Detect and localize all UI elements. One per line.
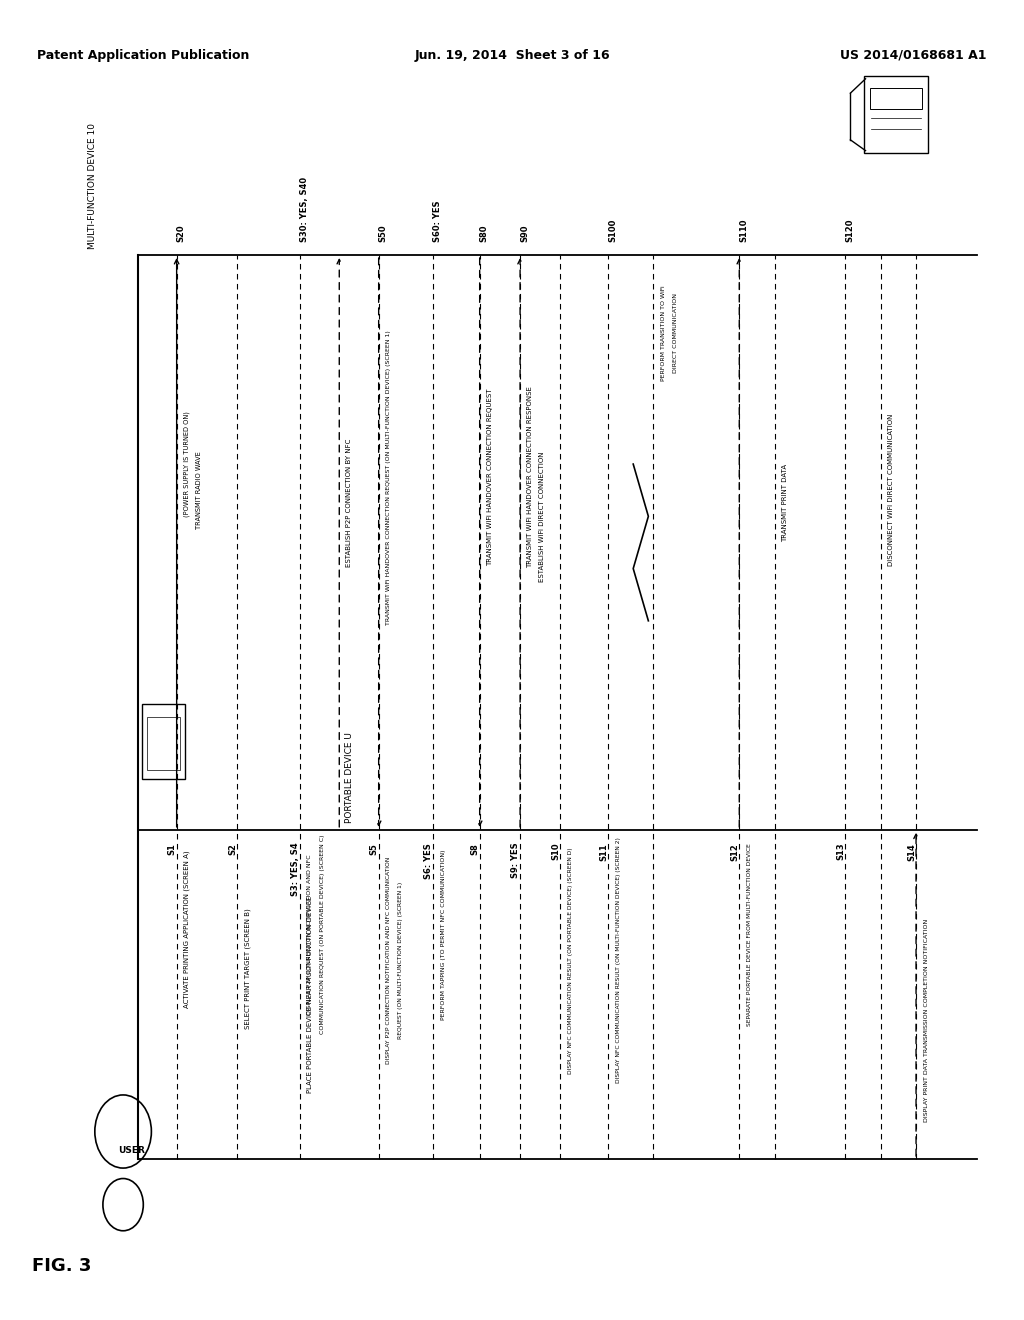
Text: DISCONNECT WiFi DIRECT COMMUNICATION: DISCONNECT WiFi DIRECT COMMUNICATION — [888, 414, 894, 566]
Text: PLACE PORTABLE DEVICE NEAR MULTI-FUNCTION DEVICE: PLACE PORTABLE DEVICE NEAR MULTI-FUNCTIO… — [307, 896, 313, 1093]
Text: S80: S80 — [479, 224, 488, 242]
Text: S6: YES: S6: YES — [424, 843, 433, 879]
Text: S9: YES: S9: YES — [511, 843, 520, 879]
Text: FIG. 3: FIG. 3 — [32, 1257, 91, 1275]
Text: SEPARATE PORTABLE DEVICE FROM MULTI-FUNCTION DEVICE: SEPARATE PORTABLE DEVICE FROM MULTI-FUNC… — [746, 843, 752, 1026]
FancyBboxPatch shape — [147, 718, 179, 770]
Text: Jun. 19, 2014  Sheet 3 of 16: Jun. 19, 2014 Sheet 3 of 16 — [414, 49, 610, 62]
Text: TRANSMIT WiFi HANDOVER CONNECTION RESPONSE: TRANSMIT WiFi HANDOVER CONNECTION RESPON… — [527, 387, 534, 568]
Text: S14: S14 — [907, 843, 916, 861]
Text: S2: S2 — [228, 843, 238, 855]
Text: TRANSMIT WiFi HANDOVER CONNECTION REQUEST (ON MULTI-FUNCTION DEVICE) (SCREEN 1): TRANSMIT WiFi HANDOVER CONNECTION REQUES… — [386, 330, 391, 624]
Text: DIRECT COMMUNICATION: DIRECT COMMUNICATION — [673, 293, 678, 374]
Text: S12: S12 — [730, 843, 739, 861]
Text: S20: S20 — [177, 224, 185, 242]
Text: PERFORM TAPPING (TO PERMIT NFC COMMUNICATION): PERFORM TAPPING (TO PERMIT NFC COMMUNICA… — [440, 849, 445, 1019]
Text: S30: YES, S40: S30: YES, S40 — [300, 177, 309, 242]
Text: S8: S8 — [471, 843, 479, 854]
Text: S50: S50 — [379, 224, 388, 242]
Text: S10: S10 — [552, 843, 560, 861]
Text: S60: YES: S60: YES — [433, 201, 442, 242]
Text: PORTABLE DEVICE U: PORTABLE DEVICE U — [345, 733, 354, 824]
Text: TRANSMIT RADIO WAVE: TRANSMIT RADIO WAVE — [196, 451, 202, 529]
Text: SELECT PRINT TARGET (SCREEN B): SELECT PRINT TARGET (SCREEN B) — [244, 908, 251, 1028]
Text: S11: S11 — [599, 843, 608, 861]
Text: S120: S120 — [846, 219, 854, 242]
Text: S90: S90 — [520, 224, 529, 242]
Text: MULTI-FUNCTION DEVICE 10: MULTI-FUNCTION DEVICE 10 — [88, 123, 96, 248]
Text: ESTABLISH WiFi DIRECT CONNECTION: ESTABLISH WiFi DIRECT CONNECTION — [540, 451, 546, 582]
Text: TRANSMIT WiFi HANDOVER CONNECTION REQUEST: TRANSMIT WiFi HANDOVER CONNECTION REQUES… — [486, 388, 493, 566]
Text: S110: S110 — [739, 219, 749, 242]
Text: ESTABLISH P2P CONNECTION BY NFC: ESTABLISH P2P CONNECTION BY NFC — [346, 440, 352, 568]
Text: S3: YES, S4: S3: YES, S4 — [291, 843, 300, 896]
Text: DISPLAY PRINT DATA TRANSMISSION COMPLETION NOTIFICATION: DISPLAY PRINT DATA TRANSMISSION COMPLETI… — [924, 919, 929, 1122]
FancyBboxPatch shape — [869, 88, 922, 108]
Text: S13: S13 — [837, 843, 846, 861]
Text: US 2014/0168681 A1: US 2014/0168681 A1 — [841, 49, 987, 62]
Text: S100: S100 — [608, 219, 617, 242]
Text: DISPLAY NFC COMMUNICATION RESULT (ON PORTABLE DEVICE) (SCREEN D): DISPLAY NFC COMMUNICATION RESULT (ON POR… — [568, 847, 573, 1073]
Text: REQUEST (ON MULTI-FUNCTION DEVICE) (SCREEN 1): REQUEST (ON MULTI-FUNCTION DEVICE) (SCRE… — [398, 882, 403, 1039]
Text: TRANSMIT PRINT DATA: TRANSMIT PRINT DATA — [781, 465, 787, 543]
FancyBboxPatch shape — [142, 705, 184, 779]
Text: Patent Application Publication: Patent Application Publication — [37, 49, 250, 62]
Text: PERFORM TRANSITION TO WiFi: PERFORM TRANSITION TO WiFi — [662, 285, 666, 381]
Text: DISPLAY P2P CONNECTION NOTIFICATION AND NFC: DISPLAY P2P CONNECTION NOTIFICATION AND … — [307, 854, 312, 1015]
Text: DISPLAY NFC COMMUNICATION RESULT (ON MULTI-FUNCTION DEVICE) (SCREEN 2): DISPLAY NFC COMMUNICATION RESULT (ON MUL… — [615, 837, 621, 1084]
FancyBboxPatch shape — [863, 77, 928, 153]
Text: ACTIVATE PRINTING APPLICATION (SCREEN A): ACTIVATE PRINTING APPLICATION (SCREEN A) — [183, 850, 190, 1008]
Text: S5: S5 — [370, 843, 379, 855]
Text: DISPLAY P2P CONNECTION NOTIFICATION AND NFC COMMUNICATION: DISPLAY P2P CONNECTION NOTIFICATION AND … — [386, 857, 391, 1064]
Text: S1: S1 — [168, 843, 177, 855]
Text: COMMUNICATION REQUEST (ON PORTABLE DEVICE) (SCREEN C): COMMUNICATION REQUEST (ON PORTABLE DEVIC… — [319, 834, 325, 1034]
Text: (POWER SUPPLY IS TURNED ON): (POWER SUPPLY IS TURNED ON) — [183, 411, 190, 517]
Text: USER: USER — [118, 1146, 145, 1155]
